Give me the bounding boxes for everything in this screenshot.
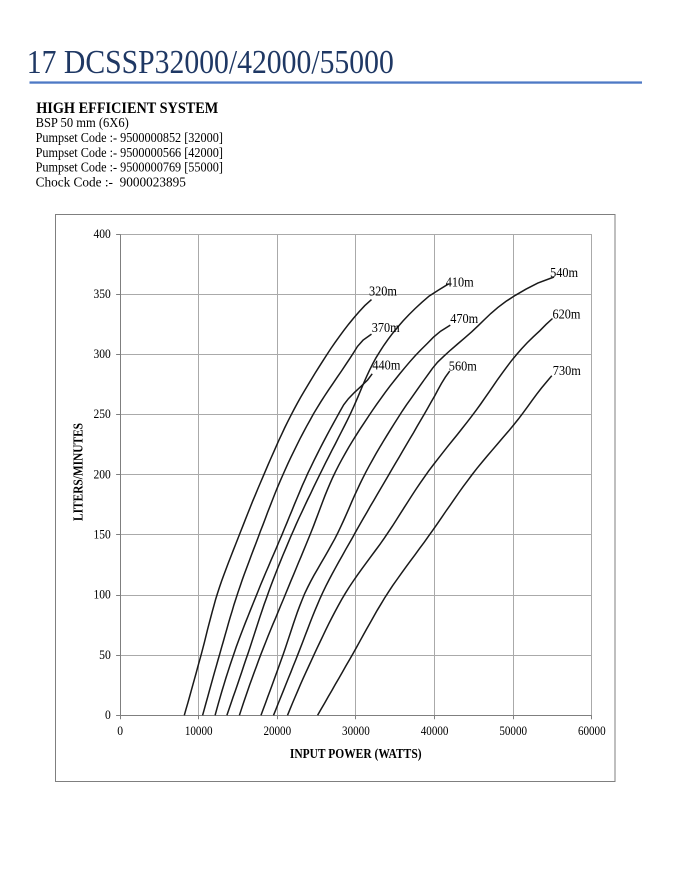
svg-text:150: 150 (94, 527, 111, 542)
svg-text:BSP 50 mm (6X6): BSP 50 mm (6X6) (36, 116, 129, 131)
svg-text:730m: 730m (553, 363, 581, 378)
svg-text:470m: 470m (450, 311, 478, 326)
svg-text:HIGH EFFICIENT SYSTEM: HIGH EFFICIENT SYSTEM (36, 100, 218, 117)
svg-text:0: 0 (117, 723, 123, 738)
svg-text:10000: 10000 (185, 723, 213, 738)
svg-text:60000: 60000 (578, 723, 606, 738)
svg-text:50000: 50000 (499, 723, 527, 738)
svg-text:440m: 440m (372, 357, 400, 372)
svg-text:300: 300 (94, 346, 111, 361)
svg-text:350: 350 (94, 286, 111, 301)
svg-text:50: 50 (99, 647, 111, 662)
svg-text:30000: 30000 (342, 723, 370, 738)
svg-text:100: 100 (94, 587, 111, 602)
svg-text:200: 200 (94, 466, 111, 481)
svg-text:INPUT POWER (WATTS): INPUT POWER (WATTS) (290, 747, 422, 762)
svg-text:370m: 370m (372, 320, 400, 335)
svg-text:620m: 620m (553, 307, 581, 322)
svg-text:320m: 320m (369, 284, 397, 299)
svg-text:Pumpset Code :- 9500000769 [55: Pumpset Code :- 9500000769 [55000] (36, 161, 223, 176)
svg-text:410m: 410m (446, 274, 474, 289)
svg-text:400: 400 (94, 226, 111, 241)
svg-text:540m: 540m (550, 265, 578, 280)
svg-text:0: 0 (105, 707, 111, 722)
svg-text:LITERS/MINUTES: LITERS/MINUTES (71, 423, 86, 521)
svg-text:560m: 560m (449, 359, 477, 374)
svg-text:40000: 40000 (421, 723, 449, 738)
svg-text:20000: 20000 (263, 723, 291, 738)
svg-text:Pumpset Code :- 9500000852 [32: Pumpset Code :- 9500000852 [32000] (36, 131, 223, 146)
svg-text:Pumpset Code :- 9500000566 [42: Pumpset Code :- 9500000566 [42000] (36, 146, 223, 161)
svg-text:250: 250 (94, 406, 111, 421)
svg-text:Chock Code :- 9000023895: Chock Code :- 9000023895 (36, 175, 186, 190)
svg-text:17 DCSSP32000/42000/55000: 17 DCSSP32000/42000/55000 (27, 44, 394, 81)
